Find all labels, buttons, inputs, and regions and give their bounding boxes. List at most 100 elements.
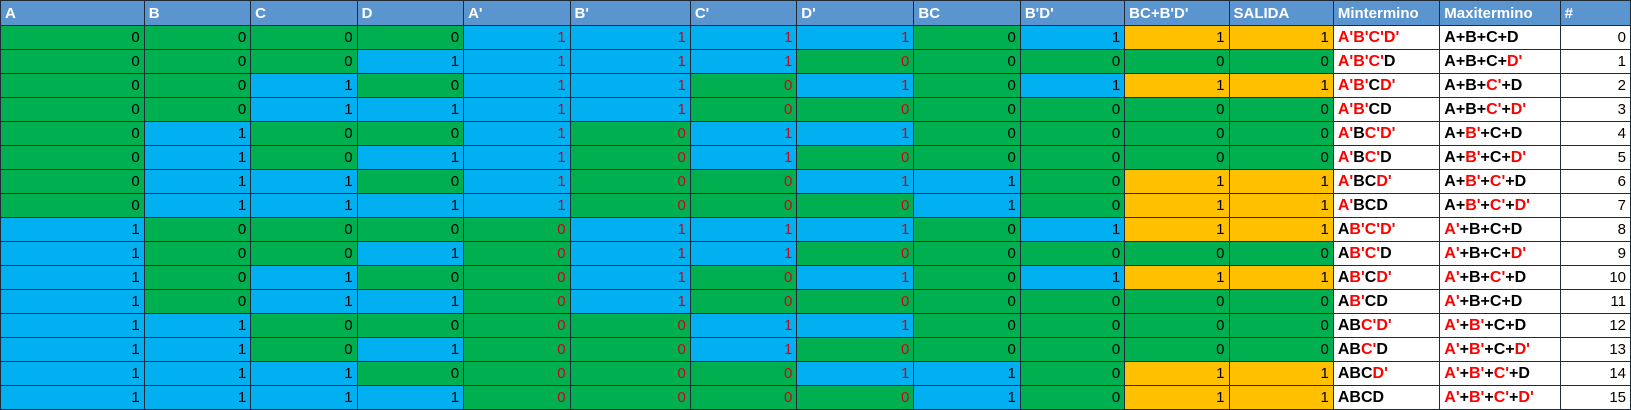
- negated-literal: B': [1468, 364, 1485, 382]
- mintermino-cell: AB'C'D': [1332, 217, 1441, 242]
- cell-c: 0: [250, 145, 358, 170]
- negated-literal: B': [1465, 124, 1481, 142]
- cell-d: 0: [356, 121, 465, 146]
- cell-cn: 0: [689, 265, 798, 290]
- cell-dn: 1: [796, 265, 915, 290]
- negated-literal: C': [1364, 220, 1381, 238]
- cell-b: 0: [143, 265, 252, 290]
- cell-cn: 0: [689, 169, 798, 194]
- cell-salida: 1: [1228, 169, 1334, 194]
- cell-bc: 0: [913, 73, 1021, 98]
- cell-b: 0: [143, 49, 252, 74]
- cell-bc: 0: [913, 121, 1021, 146]
- cell-salida: 1: [1228, 361, 1334, 386]
- row-number: 2: [1559, 73, 1631, 98]
- cell-an: 1: [463, 121, 571, 146]
- header-row: A B C D A' B' C' D' BC B'D' BC+B'D' SALIDA Mintermin…: [0, 0, 1631, 26]
- cell-c: 1: [250, 289, 358, 314]
- maxitermino-cell: A+B+C'+D': [1439, 97, 1561, 122]
- cell-cn: 1: [689, 121, 798, 146]
- cell-b: 1: [143, 313, 252, 338]
- cell-bn: 0: [569, 145, 691, 170]
- cell-d: 0: [356, 361, 465, 386]
- table-row: 1 0 1 1 0 1 0 0 0 0 0 0 AB'CD A'+B+C+D 11: [0, 289, 1631, 314]
- cell-bc: 0: [913, 289, 1021, 314]
- cell-f: 1: [1124, 73, 1230, 98]
- cell-dn: 1: [796, 217, 915, 242]
- cell-d: 1: [356, 49, 465, 74]
- negated-literal: C': [1489, 172, 1506, 190]
- maxitermino-cell: A+B'+C'+D: [1439, 169, 1561, 194]
- cell-dn: 1: [796, 361, 915, 386]
- negated-literal: D': [1372, 364, 1388, 382]
- negated-literal: D': [1380, 124, 1396, 142]
- cell-cn: 1: [689, 49, 798, 74]
- maxitermino-cell: A'+B'+C'+D: [1439, 361, 1561, 386]
- negated-literal: A': [1337, 76, 1354, 94]
- mintermino-cell: A'B'CD': [1332, 73, 1441, 98]
- negated-literal: B': [1349, 292, 1365, 310]
- negated-literal: B': [1349, 268, 1365, 286]
- cell-a: 1: [0, 385, 145, 410]
- cell-c: 0: [250, 313, 358, 338]
- cell-f: 1: [1124, 169, 1230, 194]
- row-number: 0: [1559, 25, 1631, 50]
- negated-literal: D': [1510, 100, 1527, 118]
- mintermino-cell: A'BC'D: [1332, 145, 1441, 170]
- cell-bn: 0: [569, 121, 691, 146]
- cell-cn: 0: [689, 97, 798, 122]
- cell-a: 1: [0, 217, 145, 242]
- negated-literal: D': [1514, 196, 1530, 214]
- cell-a: 0: [0, 121, 145, 146]
- cell-d: 0: [356, 25, 465, 50]
- cell-c: 0: [250, 49, 358, 74]
- cell-cn: 1: [689, 25, 798, 50]
- negated-literal: A': [1337, 148, 1354, 166]
- cell-d: 1: [356, 385, 465, 410]
- negated-literal: A': [1444, 292, 1460, 310]
- cell-a: 1: [0, 289, 145, 314]
- cell-b: 1: [143, 385, 252, 410]
- negated-literal: B': [1465, 172, 1481, 190]
- cell-f: 0: [1124, 121, 1230, 146]
- cell-salida: 0: [1228, 145, 1334, 170]
- cell-bn: 1: [569, 49, 691, 74]
- cell-b: 1: [143, 169, 252, 194]
- negated-literal: D': [1507, 52, 1523, 70]
- cell-c: 1: [250, 385, 358, 410]
- cell-a: 0: [0, 73, 145, 98]
- negated-literal: D': [1383, 28, 1400, 46]
- cell-b: 0: [143, 73, 252, 98]
- cell-a: 0: [0, 145, 145, 170]
- negated-literal: A': [1337, 172, 1354, 190]
- cell-d: 1: [356, 193, 465, 218]
- cell-d: 0: [356, 169, 465, 194]
- table-row: 1 0 1 0 0 1 0 1 0 1 1 1 AB'CD' A'+B+C'+D 10: [0, 265, 1631, 290]
- cell-bndn: 0: [1019, 49, 1126, 74]
- cell-an: 1: [463, 145, 571, 170]
- cell-cn: 1: [689, 313, 798, 338]
- cell-bndn: 0: [1019, 121, 1126, 146]
- cell-c: 0: [250, 337, 358, 362]
- row-number: 12: [1559, 313, 1631, 338]
- cell-c: 0: [250, 25, 358, 50]
- cell-dn: 0: [796, 49, 915, 74]
- cell-bndn: 1: [1019, 73, 1126, 98]
- mintermino-cell: A'B'CD: [1332, 97, 1441, 122]
- column-header: B': [569, 0, 691, 26]
- cell-b: 0: [143, 241, 252, 266]
- negated-literal: A': [1337, 28, 1354, 46]
- column-header: A: [0, 0, 145, 26]
- cell-cn: 0: [689, 361, 798, 386]
- cell-d: 0: [356, 73, 465, 98]
- negated-literal: B': [1353, 52, 1369, 70]
- cell-bc: 0: [913, 217, 1021, 242]
- negated-literal: B': [1349, 244, 1365, 262]
- cell-cn: 0: [689, 73, 798, 98]
- negated-literal: D': [1510, 148, 1527, 166]
- cell-bc: 0: [913, 25, 1021, 50]
- cell-an: 0: [463, 265, 571, 290]
- negated-literal: C': [1486, 100, 1502, 118]
- negated-literal: B': [1353, 76, 1369, 94]
